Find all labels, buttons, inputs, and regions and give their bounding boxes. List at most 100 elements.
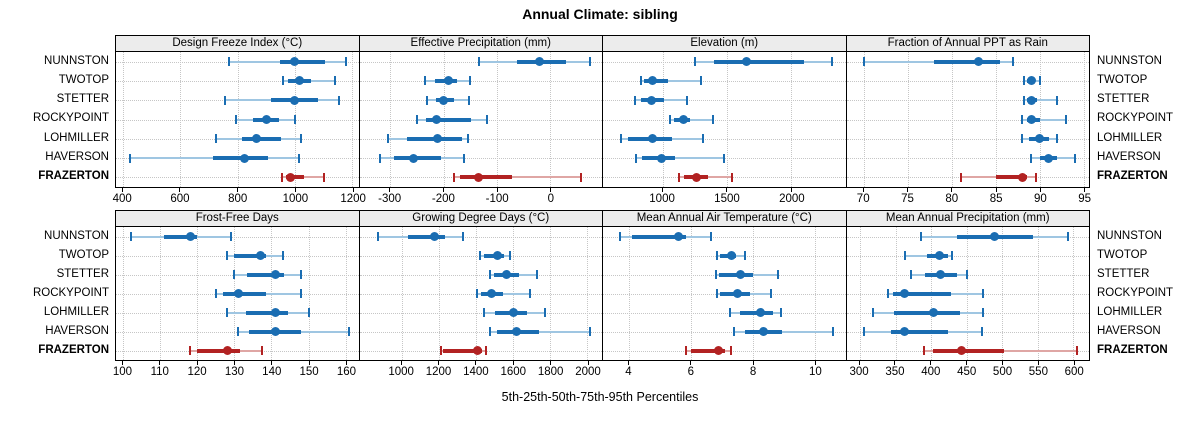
whisker-cap	[261, 346, 264, 355]
median-dot-nunnston	[989, 232, 999, 241]
panel-plot-area	[115, 52, 360, 188]
axis-tick	[159, 361, 161, 365]
median-dot-rockypoint	[432, 115, 442, 124]
grid-line-horizontal	[603, 312, 846, 314]
panel-growing-degree-days-c: Growing Degree Days (°C) 1000 1200 1400 1600…	[358, 210, 603, 381]
axis-tick	[196, 361, 198, 365]
median-dot-lohmiller	[270, 308, 280, 317]
median-dot-nunnston	[290, 57, 300, 67]
station-label-stetter: STETTER	[1097, 267, 1150, 280]
grid-line-horizontal	[359, 312, 602, 314]
median-dot-stetter	[270, 270, 280, 279]
axis-tick	[271, 361, 273, 365]
whisker-cap	[228, 57, 231, 67]
grid-line-horizontal	[846, 80, 1089, 82]
whisker-cap	[322, 172, 325, 182]
axis-tick-label: 85	[989, 193, 1003, 205]
whisker-cap	[348, 327, 351, 336]
axis-tick	[294, 188, 296, 192]
whisker-cap	[129, 232, 132, 241]
whisker-cap	[424, 76, 427, 86]
axis-tick-label: 1200	[340, 193, 366, 205]
iqr-line-lohmiller	[894, 310, 961, 315]
whisker-cap	[639, 76, 642, 86]
median-dot-rockypoint	[487, 289, 497, 298]
axis-tick	[308, 361, 310, 365]
iqr-line-frazerton	[286, 175, 305, 180]
grid-line-horizontal	[846, 158, 1089, 160]
whisker-cap	[1030, 153, 1032, 163]
station-label-haverson: HAVERSON	[45, 324, 109, 337]
axis-tick-label: 1000	[282, 193, 309, 205]
whisker-cap	[528, 289, 531, 298]
axis-tick	[862, 188, 864, 192]
whisker-cap	[467, 134, 470, 144]
whisker-cap	[483, 308, 486, 317]
station-label-frazerton: FRAZERTON	[1097, 170, 1168, 183]
axis-tick-label: 10	[808, 366, 822, 378]
whisker-cap	[214, 289, 217, 298]
whisker-cap	[716, 289, 719, 298]
whisker-cap	[1056, 95, 1059, 105]
median-dot-frazerton	[286, 172, 296, 182]
iqr-line-nunnston	[164, 234, 198, 239]
grid-line-horizontal	[359, 80, 602, 82]
x-axis-mean-annual-air-temperature-c: 4 6 8 10	[602, 361, 847, 381]
median-dot-frazerton	[473, 172, 483, 182]
station-label-rockypoint: ROCKYPOINT	[32, 112, 109, 125]
axis-tick	[233, 361, 235, 365]
axis-tick	[550, 361, 552, 365]
median-dot-stetter	[935, 270, 945, 279]
whisker-cap	[863, 327, 866, 336]
median-dot-nunnston	[429, 232, 439, 241]
median-dot-rockypoint	[732, 289, 742, 298]
panel-header-elevation-m: Elevation (m)	[602, 35, 847, 52]
panel-header-fraction-of-annual-ppt-as-rain: Fraction of Annual PPT as Rain	[845, 35, 1090, 52]
median-dot-lohmiller	[1035, 134, 1045, 144]
whisker-cap	[1075, 346, 1078, 355]
whisker-cap	[1022, 76, 1025, 86]
whisker-cap	[462, 153, 465, 163]
iqr-line-rockypoint	[892, 291, 952, 296]
panel-plot-area	[358, 227, 603, 361]
panel-plot-area	[602, 52, 847, 188]
median-dot-twotop	[492, 251, 502, 260]
grid-line-horizontal	[846, 138, 1089, 140]
whisker-cap	[699, 76, 702, 86]
panel-header-mean-annual-air-temperature-c: Mean Annual Air Temperature (°C)	[602, 210, 847, 227]
axis-tick-label: 6	[687, 366, 694, 378]
percentile-range-frazerton	[453, 176, 581, 179]
axis-tick-label: 130	[224, 366, 245, 378]
whisker-cap	[452, 172, 455, 182]
whisker-cap	[378, 153, 381, 163]
x-axis-effective-precipitation-mm: -300 -200 -100 0	[359, 188, 604, 208]
whisker-cap	[982, 289, 985, 298]
station-label-column-right: NUNNSTON TWOTOP STETTER ROCKYPOINT LOHMILLER…	[1090, 210, 1200, 381]
axis-tick-label: 600	[1064, 366, 1084, 378]
axis-tick-label: 1800	[537, 366, 564, 378]
whisker-cap	[831, 57, 834, 67]
median-dot-stetter	[290, 95, 300, 105]
axis-tick-label: 1000	[649, 193, 675, 205]
axis-tick	[1073, 361, 1075, 365]
station-label-lohmiller: LOHMILLER	[43, 131, 109, 144]
whisker-cap	[235, 115, 238, 124]
whisker-cap	[293, 115, 296, 124]
axis-tick	[858, 361, 860, 365]
iqr-line-nunnston	[934, 59, 1001, 64]
whisker-cap	[416, 115, 419, 124]
iqr-line-nunnston	[408, 234, 446, 239]
station-label-haverson: HAVERSON	[45, 151, 109, 164]
axis-tick	[352, 188, 354, 192]
axis-tick	[475, 361, 477, 365]
axis-tick-label: 450	[957, 366, 977, 378]
median-dot-rockypoint	[233, 289, 243, 298]
whisker-cap	[469, 76, 472, 86]
iqr-line-twotop	[234, 253, 266, 258]
median-dot-lohmiller	[648, 134, 658, 144]
axis-tick-label: 140	[262, 366, 282, 378]
whisker-cap	[226, 251, 229, 260]
whisker-cap	[475, 289, 478, 298]
median-dot-frazerton	[473, 346, 483, 355]
median-dot-stetter	[735, 270, 745, 279]
